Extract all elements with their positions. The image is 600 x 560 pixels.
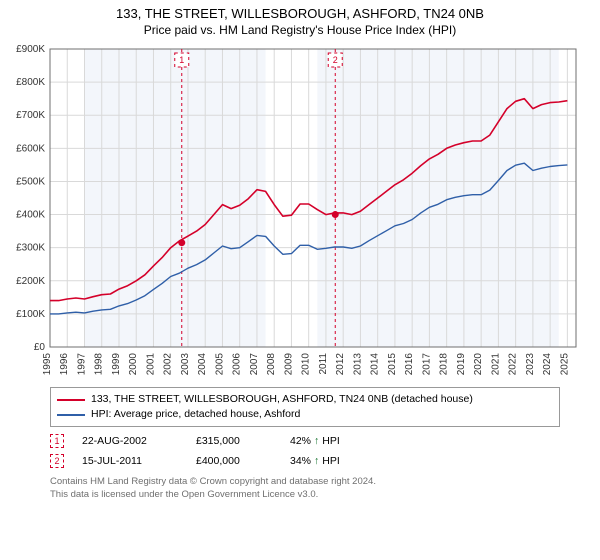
svg-text:2024: 2024	[542, 353, 553, 376]
svg-text:£100K: £100K	[16, 309, 45, 320]
svg-text:2018: 2018	[439, 353, 450, 376]
event-price: £315,000	[196, 431, 272, 451]
svg-text:1998: 1998	[94, 353, 105, 376]
event-badge: 2	[50, 454, 64, 468]
event-row: 2 15-JUL-2011 £400,000 34%↑HPI	[50, 451, 560, 471]
event-hpi: 34%↑HPI	[290, 451, 340, 471]
svg-text:2002: 2002	[163, 353, 174, 376]
svg-text:2000: 2000	[128, 353, 139, 376]
svg-text:2007: 2007	[249, 353, 260, 376]
legend: 133, THE STREET, WILLESBOROUGH, ASHFORD,…	[50, 387, 560, 427]
event-hpi-suffix: HPI	[322, 451, 340, 471]
event-hpi-suffix: HPI	[322, 431, 340, 451]
svg-text:2003: 2003	[180, 353, 191, 376]
legend-label: 133, THE STREET, WILLESBOROUGH, ASHFORD,…	[91, 392, 473, 407]
svg-text:2006: 2006	[232, 353, 243, 376]
event-row: 1 22-AUG-2002 £315,000 42%↑HPI	[50, 431, 560, 451]
svg-text:2020: 2020	[473, 353, 484, 376]
legend-swatch	[57, 414, 85, 416]
title-line2: Price paid vs. HM Land Registry's House …	[0, 23, 600, 37]
svg-text:1: 1	[179, 55, 184, 65]
svg-text:2005: 2005	[214, 353, 225, 376]
svg-text:2015: 2015	[387, 353, 398, 376]
legend-row: HPI: Average price, detached house, Ashf…	[57, 407, 553, 422]
event-hpi-pct: 34%	[290, 451, 311, 471]
svg-text:£400K: £400K	[16, 210, 45, 221]
event-badge: 1	[50, 434, 64, 448]
price-chart: £0 £100K £200K £300K £400K £500K £600K £700K £80…	[0, 43, 600, 383]
event-hpi: 42%↑HPI	[290, 431, 340, 451]
svg-text:2025: 2025	[559, 353, 570, 376]
svg-text:2021: 2021	[490, 353, 501, 376]
svg-text:2013: 2013	[352, 353, 363, 376]
svg-text:£600K: £600K	[16, 143, 45, 154]
svg-text:1996: 1996	[59, 353, 70, 376]
svg-text:1997: 1997	[76, 353, 87, 376]
svg-text:2014: 2014	[370, 353, 381, 376]
event-price: £400,000	[196, 451, 272, 471]
svg-text:2023: 2023	[525, 353, 536, 376]
svg-text:2001: 2001	[145, 353, 156, 376]
footer-line2: This data is licensed under the Open Gov…	[50, 488, 560, 501]
event-table: 1 22-AUG-2002 £315,000 42%↑HPI 2 15-JUL-2011 £…	[50, 431, 560, 471]
svg-text:2011: 2011	[318, 353, 329, 375]
footer-line1: Contains HM Land Registry data © Crown c…	[50, 475, 560, 488]
up-arrow-icon: ↑	[314, 451, 319, 471]
svg-text:2022: 2022	[508, 353, 519, 376]
title-line1: 133, THE STREET, WILLESBOROUGH, ASHFORD,…	[0, 6, 600, 21]
legend-swatch	[57, 399, 85, 401]
svg-text:£0: £0	[34, 342, 46, 353]
svg-text:2016: 2016	[404, 353, 415, 376]
svg-text:2012: 2012	[335, 353, 346, 376]
svg-text:1999: 1999	[111, 353, 122, 376]
event-date: 22-AUG-2002	[82, 431, 178, 451]
event-date: 15-JUL-2011	[82, 451, 178, 471]
svg-text:2019: 2019	[456, 353, 467, 376]
svg-text:£500K: £500K	[16, 176, 45, 187]
legend-row: 133, THE STREET, WILLESBOROUGH, ASHFORD,…	[57, 392, 553, 407]
svg-text:£900K: £900K	[16, 44, 45, 55]
svg-text:£800K: £800K	[16, 77, 45, 88]
svg-text:£200K: £200K	[16, 276, 45, 287]
svg-text:2017: 2017	[421, 353, 432, 376]
title-block: 133, THE STREET, WILLESBOROUGH, ASHFORD,…	[0, 0, 600, 37]
svg-text:2009: 2009	[283, 353, 294, 376]
svg-text:2004: 2004	[197, 353, 208, 376]
legend-label: HPI: Average price, detached house, Ashf…	[91, 407, 300, 422]
event-hpi-pct: 42%	[290, 431, 311, 451]
footer: Contains HM Land Registry data © Crown c…	[50, 475, 560, 501]
up-arrow-icon: ↑	[314, 431, 319, 451]
svg-text:2: 2	[333, 55, 338, 65]
chart-area: £0 £100K £200K £300K £400K £500K £600K £700K £80…	[0, 43, 600, 383]
svg-text:2010: 2010	[301, 353, 312, 376]
svg-text:£700K: £700K	[16, 110, 45, 121]
svg-text:£300K: £300K	[16, 243, 45, 254]
svg-text:1995: 1995	[42, 353, 53, 376]
svg-text:2008: 2008	[266, 353, 277, 376]
